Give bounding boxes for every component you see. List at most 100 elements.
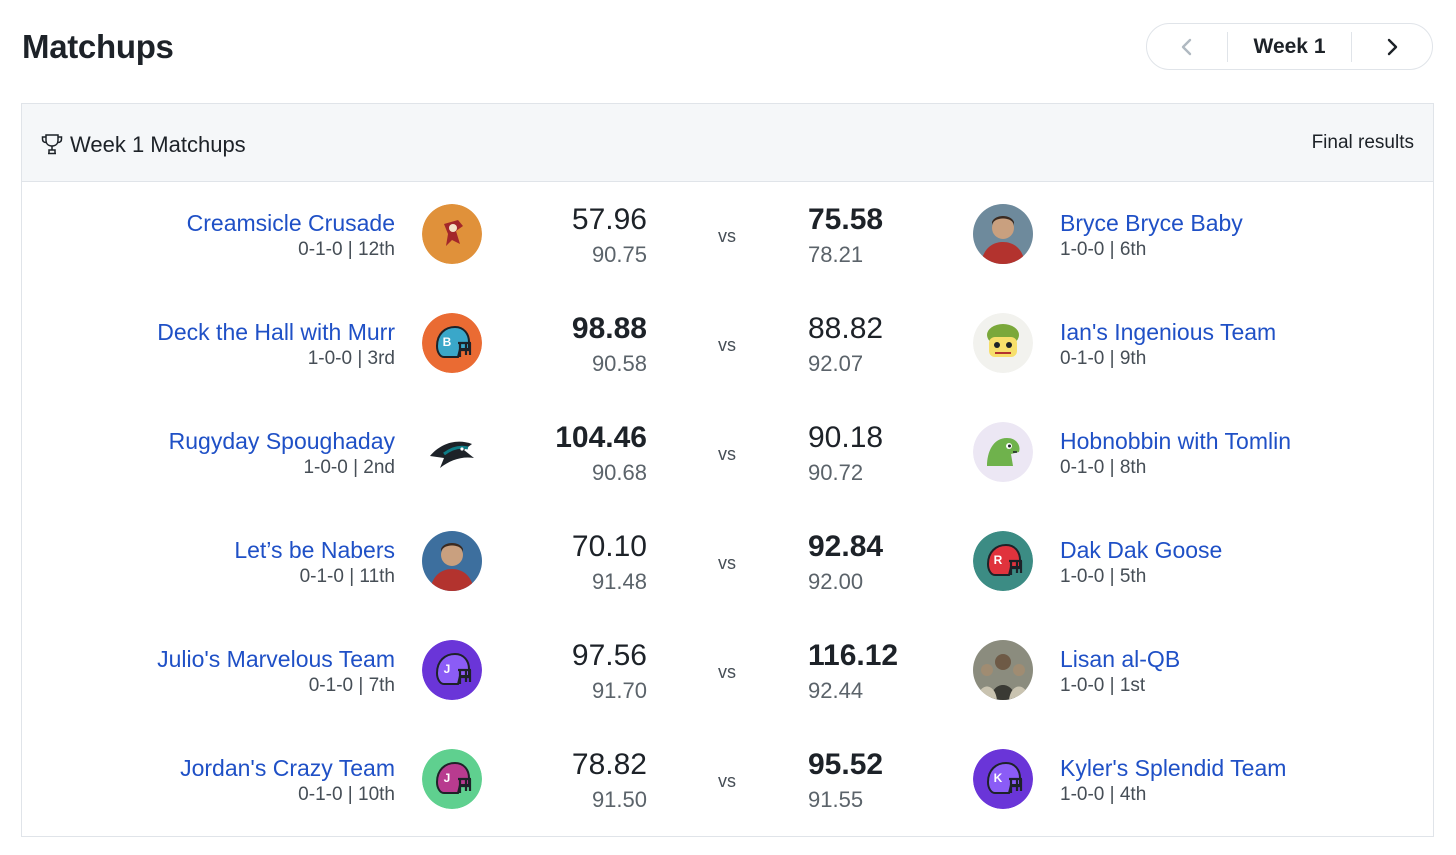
away-team-info: Ian's Ingenious Team 0-1-0 | 9th	[1060, 319, 1276, 372]
home-team-avatar[interactable]	[422, 204, 482, 264]
away-score: 116.12	[808, 639, 899, 672]
away-projected-score: 92.00	[808, 569, 864, 594]
home-team-avatar[interactable]: J	[422, 749, 482, 809]
away-team-avatar[interactable]	[973, 204, 1033, 264]
home-team-name[interactable]: Creamsicle Crusade	[186, 210, 395, 236]
away-score: 75.58	[808, 203, 884, 236]
vs-label: vs	[718, 335, 736, 355]
away-projected-score: 90.72	[808, 460, 864, 485]
home-score-block: 98.88 90.58	[572, 311, 647, 381]
away-team-avatar[interactable]: K	[973, 749, 1033, 809]
home-team-info: Julio's Marvelous Team 0-1-0 | 7th	[157, 646, 395, 699]
home-team-record: 1-0-0 | 3rd	[307, 348, 395, 369]
vs-label: vs	[718, 226, 736, 246]
current-week-label: Week 1	[1227, 31, 1352, 62]
previous-week-button[interactable]	[1147, 24, 1227, 69]
home-team-record: 1-0-0 | 2nd	[303, 457, 395, 478]
svg-text:B: B	[443, 335, 452, 349]
away-team-info: Dak Dak Goose 1-0-0 | 5th	[1060, 537, 1222, 590]
home-score-block: 78.82 91.50	[572, 747, 647, 817]
home-team-info: Jordan's Crazy Team 0-1-0 | 10th	[180, 755, 395, 808]
away-projected-score: 91.55	[808, 787, 864, 812]
away-score-block: 90.18 90.72	[808, 420, 883, 490]
home-team-info: Deck the Hall with Murr 1-0-0 | 3rd	[157, 319, 395, 372]
away-team-name[interactable]: Hobnobbin with Tomlin	[1060, 428, 1291, 454]
home-score: 70.10	[571, 530, 647, 563]
home-team-avatar[interactable]: J	[422, 640, 482, 700]
away-team-avatar[interactable]: R	[973, 531, 1033, 591]
home-team-name[interactable]: Jordan's Crazy Team	[180, 755, 395, 781]
matchup-row[interactable]: Deck the Hall with Murr 1-0-0 | 3rd B 98.88…	[22, 291, 1433, 400]
next-week-button[interactable]	[1352, 24, 1432, 69]
home-team-avatar[interactable]: B	[422, 313, 482, 373]
away-team-avatar[interactable]	[973, 640, 1033, 700]
svg-text:J: J	[444, 771, 451, 785]
matchup-row[interactable]: Julio's Marvelous Team 0-1-0 | 7th J 97.56 9…	[22, 618, 1433, 727]
home-score-block: 57.96 90.75	[572, 202, 647, 272]
away-team-info: Kyler's Splendid Team 1-0-0 | 4th	[1060, 755, 1286, 808]
away-team-record: 0-1-0 | 8th	[1060, 457, 1147, 478]
away-team-record: 1-0-0 | 4th	[1060, 784, 1147, 805]
home-team-name[interactable]: Deck the Hall with Murr	[157, 319, 395, 345]
chevron-right-icon	[1387, 38, 1398, 55]
away-team-avatar[interactable]	[973, 422, 1033, 482]
home-score-block: 70.10 91.48	[572, 529, 647, 599]
away-score-block: 116.12 92.44	[808, 638, 898, 708]
away-score-block: 95.52 91.55	[808, 747, 883, 817]
matchup-row[interactable]: Rugyday Spoughaday 1-0-0 | 2nd 104.46 90.68…	[22, 400, 1433, 509]
away-team-name[interactable]: Kyler's Splendid Team	[1060, 755, 1287, 781]
home-team-record: 0-1-0 | 11th	[299, 566, 395, 587]
away-team-info: Hobnobbin with Tomlin 0-1-0 | 8th	[1060, 428, 1291, 481]
away-team-name[interactable]: Ian's Ingenious Team	[1060, 319, 1277, 345]
home-projected-score: 90.58	[591, 351, 647, 376]
away-team-name[interactable]: Dak Dak Goose	[1060, 537, 1223, 563]
matchup-row[interactable]: Jordan's Crazy Team 0-1-0 | 10th J 78.82 91.…	[22, 727, 1433, 836]
card-title: Week 1 Matchups	[70, 132, 246, 157]
home-team-info: Rugyday Spoughaday 1-0-0 | 2nd	[169, 428, 395, 481]
home-team-avatar[interactable]	[422, 422, 482, 482]
vs-label: vs	[718, 662, 736, 682]
away-team-name[interactable]: Bryce Bryce Baby	[1060, 210, 1243, 236]
away-team-info: Bryce Bryce Baby 1-0-0 | 6th	[1060, 210, 1243, 263]
home-team-info: Let’s be Nabers 0-1-0 | 11th	[234, 537, 395, 590]
home-score: 57.96	[571, 203, 647, 236]
home-team-record: 0-1-0 | 7th	[308, 675, 395, 696]
away-team-avatar[interactable]	[973, 313, 1033, 373]
vs-label: vs	[718, 553, 736, 573]
home-score-block: 97.56 91.70	[572, 638, 647, 708]
away-team-info: Lisan al-QB 1-0-0 | 1st	[1060, 646, 1180, 699]
home-score: 78.82	[571, 748, 647, 781]
home-team-name[interactable]: Rugyday Spoughaday	[168, 428, 395, 454]
week-selector: Week 1	[1146, 23, 1433, 70]
away-score: 95.52	[808, 748, 884, 781]
vs-label: vs	[718, 444, 736, 464]
away-team-record: 1-0-0 | 5th	[1060, 566, 1147, 587]
away-score: 88.82	[808, 312, 884, 345]
away-score-block: 75.58 78.21	[808, 202, 883, 272]
trophy-icon	[41, 134, 63, 155]
home-projected-score: 91.70	[591, 678, 647, 703]
away-team-record: 1-0-0 | 1st	[1060, 675, 1146, 696]
away-score: 92.84	[808, 530, 884, 563]
home-score: 98.88	[571, 312, 647, 345]
matchups-card: Week 1 Matchups Final results Creamsicle…	[21, 103, 1434, 837]
card-header: Week 1 Matchups Final results	[22, 104, 1433, 182]
svg-text:J: J	[444, 662, 451, 676]
matchup-row[interactable]: Creamsicle Crusade 0-1-0 | 12th 57.96 90.75…	[22, 182, 1433, 291]
home-team-avatar[interactable]	[422, 531, 482, 591]
away-team-name[interactable]: Lisan al-QB	[1060, 646, 1181, 672]
chevron-left-icon	[1181, 38, 1192, 55]
home-projected-score: 90.75	[591, 242, 647, 267]
home-team-name[interactable]: Julio's Marvelous Team	[157, 646, 395, 672]
away-team-record: 0-1-0 | 9th	[1060, 348, 1147, 369]
page-title: Matchups	[22, 28, 174, 65]
vs-label: vs	[718, 771, 736, 791]
home-projected-score: 91.50	[591, 787, 647, 812]
home-team-name[interactable]: Let’s be Nabers	[234, 537, 395, 563]
matchup-row[interactable]: Let’s be Nabers 0-1-0 | 11th 70.10 91.48 vs 9…	[22, 509, 1433, 618]
away-projected-score: 78.21	[808, 242, 864, 267]
home-team-record: 0-1-0 | 10th	[298, 784, 395, 805]
svg-text:R: R	[994, 553, 1003, 567]
away-score-block: 92.84 92.00	[808, 529, 883, 599]
home-score: 97.56	[571, 639, 647, 672]
